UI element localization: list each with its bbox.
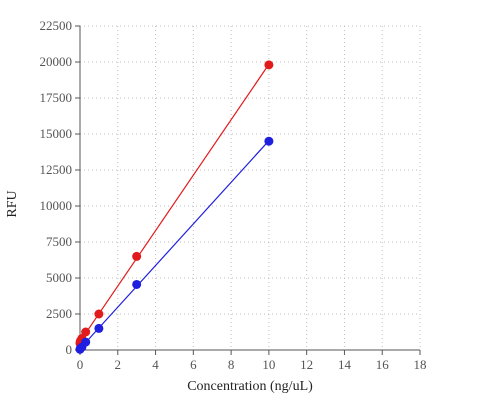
x-tick-label: 0 — [77, 357, 84, 372]
x-tick-label: 6 — [190, 357, 197, 372]
x-tick-label: 18 — [414, 357, 427, 372]
x-tick-label: 8 — [228, 357, 235, 372]
y-axis-label: RFU — [5, 190, 20, 217]
series-2-point — [81, 337, 91, 347]
series-2-point — [264, 136, 274, 146]
x-tick-label: 14 — [338, 357, 352, 372]
y-tick-label: 5000 — [46, 270, 72, 285]
x-tick-label: 12 — [300, 357, 313, 372]
series-1-fit-line — [79, 63, 270, 342]
series-2-point — [94, 323, 104, 333]
series-1-point — [81, 327, 91, 337]
series-1-point — [264, 60, 274, 70]
series-group — [75, 60, 274, 354]
x-tick-label: 2 — [115, 357, 122, 372]
y-tick-label: 22500 — [40, 18, 73, 33]
y-tick-label: 20000 — [40, 54, 73, 69]
x-tick-label: 10 — [262, 357, 275, 372]
y-tick-label: 10000 — [40, 198, 73, 213]
y-tick-label: 7500 — [46, 234, 72, 249]
x-tick-labels: 0 2 4 6 8 10 12 14 16 18 — [77, 357, 427, 372]
series-1-point — [132, 251, 142, 261]
y-tick-label: 17500 — [40, 90, 73, 105]
x-tick-label: 16 — [376, 357, 390, 372]
series-2-point — [132, 279, 142, 289]
y-tick-label: 2500 — [46, 306, 72, 321]
series-2-fit-line — [79, 140, 270, 350]
y-tick-labels: 0 2500 5000 7500 10000 12500 15000 17500 20000 22… — [40, 18, 73, 357]
y-tick-label: 0 — [66, 342, 73, 357]
y-tick-label: 15000 — [40, 126, 73, 141]
x-axis-label: Concentration (ng/uL) — [187, 379, 313, 394]
series-1-point — [94, 309, 104, 319]
grid — [80, 25, 421, 350]
y-tick-label: 12500 — [40, 162, 73, 177]
x-tick-label: 4 — [152, 357, 159, 372]
axes — [75, 25, 421, 355]
